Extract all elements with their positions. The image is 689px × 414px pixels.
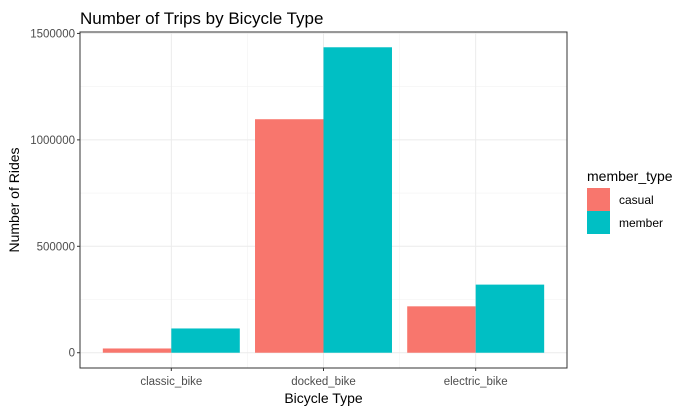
x-tick-label: electric_bike: [444, 376, 508, 388]
y-tick-label: 0: [69, 348, 75, 360]
x-tick-label: classic_bike: [140, 376, 202, 388]
x-axis-label: Bicycle Type: [284, 390, 363, 406]
legend: member_type casual member: [587, 168, 673, 234]
legend-label-member: member: [619, 216, 663, 230]
x-tick-label: docked_bike: [291, 376, 356, 388]
legend-key-member: [587, 211, 610, 234]
legend-key-casual: [587, 188, 610, 211]
bar-casual-docked_bike: [255, 119, 324, 353]
y-tick-label: 1500000: [30, 28, 75, 40]
legend-items: casual member: [587, 188, 663, 234]
x-axis-ticks: classic_bike docked_bike electric_bike: [140, 368, 508, 388]
legend-title: member_type: [587, 168, 673, 184]
chart-title: Number of Trips by Bicycle Type: [80, 9, 323, 28]
bar-member-classic_bike: [171, 328, 240, 353]
bar-member-docked_bike: [323, 47, 392, 353]
bar-casual-classic_bike: [102, 348, 172, 353]
bar-casual-electric_bike: [407, 306, 476, 353]
bars: [102, 47, 545, 353]
legend-label-casual: casual: [619, 193, 654, 207]
bar-member-electric_bike: [475, 284, 545, 353]
y-tick-label: 1000000: [30, 135, 75, 147]
y-axis-label: Number of Rides: [6, 147, 22, 252]
y-tick-label: 500000: [37, 241, 75, 253]
plot-panel: [79, 31, 568, 369]
y-axis-ticks: 0 500000 1000000 1500000: [30, 28, 80, 360]
